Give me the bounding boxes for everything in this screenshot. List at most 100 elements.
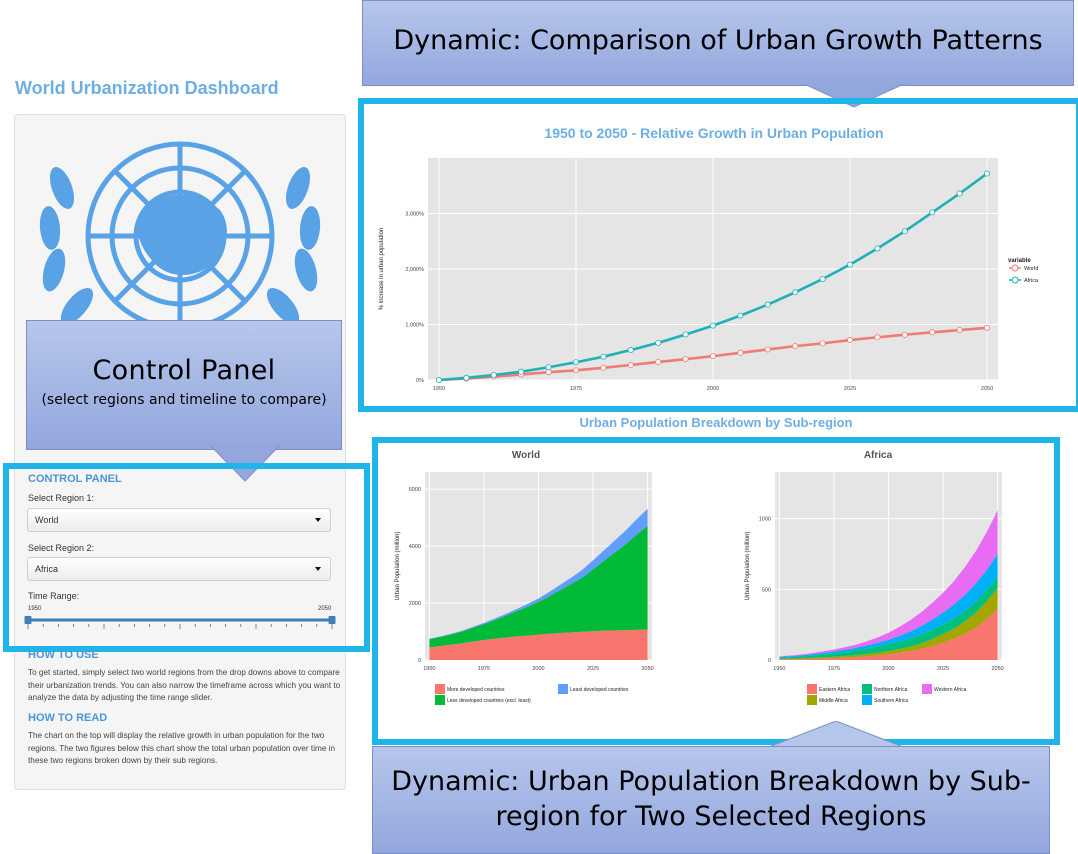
y-tick-label: 1000	[759, 517, 771, 523]
data-point	[518, 368, 525, 375]
y-tick-label: 2000	[409, 601, 421, 607]
x-tick-label: 2050	[981, 386, 993, 392]
breakdown-chart-highlight	[372, 437, 1060, 745]
data-point	[737, 349, 744, 356]
data-point	[819, 340, 826, 347]
data-point	[737, 312, 744, 319]
y-tick-label: 0	[418, 658, 421, 664]
data-point	[572, 359, 579, 366]
x-tick-label: 1950	[423, 666, 435, 672]
data-point	[874, 334, 881, 341]
un-emblem-icon	[39, 141, 321, 331]
breakdown-callout: Dynamic: Urban Population Breakdown by S…	[372, 746, 1050, 854]
data-point	[956, 327, 963, 334]
app-title: World Urbanization Dashboard	[15, 78, 279, 98]
x-tick-label: 1975	[570, 386, 582, 392]
chart-title: World	[512, 450, 540, 461]
legend-swatch	[807, 695, 817, 705]
legend-marker	[1011, 264, 1019, 272]
region1-select[interactable]: World	[27, 508, 331, 532]
data-point	[792, 343, 799, 350]
growth-callout-text: Dynamic: Comparison of Urban Growth Patt…	[393, 25, 1043, 56]
legend-item: Least developed countries	[558, 684, 629, 694]
data-point	[929, 329, 936, 336]
legend-swatch	[807, 684, 817, 694]
range-end-handle[interactable]	[328, 616, 336, 624]
x-tick-label: 2050	[992, 666, 1004, 672]
y-tick-label: 1,000%	[405, 323, 424, 329]
how-to-read-text: The chart on the top will display the re…	[28, 731, 336, 766]
time-range-slider[interactable]	[22, 613, 338, 633]
y-tick-label: 2,000%	[405, 267, 424, 273]
breakdown-title: Urban Population Breakdown by Sub-region	[579, 415, 853, 430]
breakdown-callout-text: Dynamic: Urban Population Breakdown by S…	[391, 766, 1031, 832]
data-point	[545, 369, 552, 376]
region1-value: World	[35, 515, 59, 525]
legend-swatch	[862, 684, 872, 694]
x-tick-label: 1975	[828, 666, 840, 672]
data-point	[956, 190, 963, 197]
area-series	[779, 510, 998, 657]
data-point	[682, 356, 689, 363]
data-point	[600, 364, 607, 371]
x-tick-label: 1950	[433, 386, 445, 392]
legend-label: Eastern Africa	[819, 687, 850, 693]
growth-chart-highlight	[358, 98, 1078, 412]
legend-item: World	[1009, 264, 1038, 272]
data-point	[764, 346, 771, 353]
data-point	[929, 209, 936, 216]
data-point	[764, 301, 771, 308]
how-to-use-text: To get started, simply select two world …	[28, 668, 341, 703]
legend-swatch	[922, 684, 932, 694]
control-panel-callout: Control Panel (select regions and timeli…	[26, 320, 342, 450]
data-point	[545, 364, 552, 371]
legend-item: Africa	[1009, 276, 1039, 284]
x-tick-label: 2000	[707, 386, 719, 392]
legend-swatch	[435, 695, 445, 705]
time-range-label: Time Range:	[28, 591, 80, 601]
data-point	[600, 353, 607, 360]
area-series	[429, 629, 648, 660]
area-series	[429, 525, 648, 648]
data-point	[901, 331, 908, 338]
legend-item: Eastern Africa	[807, 684, 850, 694]
data-point	[572, 367, 579, 374]
data-point	[435, 376, 442, 383]
data-point	[709, 322, 716, 329]
legend-label: Southern Africa	[874, 698, 908, 704]
growth-callout-pointer	[802, 83, 906, 108]
legend-swatch	[862, 695, 872, 705]
region2-select[interactable]: Africa	[27, 557, 331, 581]
data-point	[709, 353, 716, 360]
y-axis-title: Urban Population (million)	[745, 531, 751, 600]
x-tick-label: 2025	[937, 666, 949, 672]
data-point	[819, 275, 826, 282]
legend-item: Less developed countries (excl. least)	[435, 695, 531, 705]
legend-label: World	[1024, 266, 1038, 272]
control-callout-subtitle: (select regions and timeline to compare)	[41, 392, 327, 408]
chart-title: Africa	[864, 450, 893, 461]
legend-label: Western Africa	[934, 687, 967, 693]
data-point	[984, 324, 991, 331]
growth-chart: 1950 to 2050 - Relative Growth in Urban …	[379, 125, 1039, 392]
range-max-label: 2050	[318, 606, 332, 612]
data-point	[901, 228, 908, 235]
range-start-handle[interactable]	[24, 616, 32, 624]
x-tick-label: 2025	[844, 386, 856, 392]
x-tick-label: 2025	[587, 666, 599, 672]
y-axis-title: % increase in urban population	[379, 228, 385, 310]
legend-swatch	[558, 684, 568, 694]
region2-value: Africa	[35, 564, 59, 574]
control-panel-heading: CONTROL PANEL	[28, 473, 122, 485]
control-panel-highlight	[3, 463, 370, 652]
range-min-label: 1950	[28, 606, 42, 612]
control-callout-title: Control Panel	[92, 355, 276, 386]
data-point	[792, 289, 799, 296]
x-tick-label: 2000	[532, 666, 544, 672]
breakdown-callout-pointer	[766, 721, 906, 748]
y-tick-label: 0	[768, 658, 771, 664]
x-tick-label: 2000	[882, 666, 894, 672]
legend-title: variable	[1008, 258, 1031, 264]
legend-marker	[1011, 276, 1019, 284]
data-point	[490, 372, 497, 379]
